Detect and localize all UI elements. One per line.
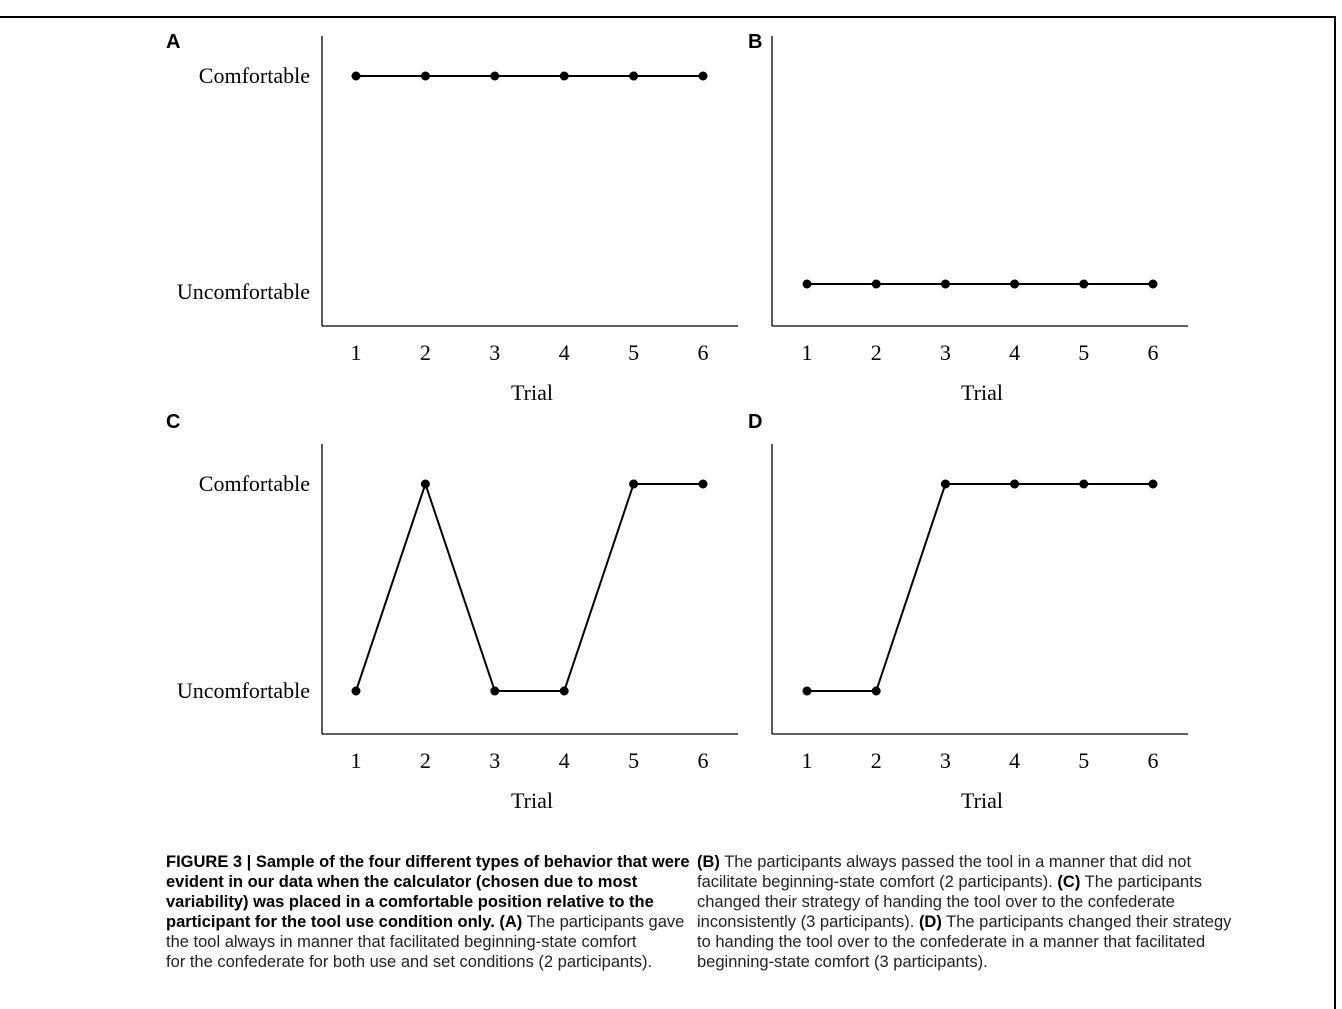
x-tick-label-c: 3 [489, 748, 500, 773]
data-point-a [420, 71, 430, 81]
caption-text: inconsistently (3 participants). [697, 913, 919, 931]
x-tick-label-d: 4 [1009, 748, 1020, 773]
caption-left-line: variability) was placed in a comfortable… [166, 892, 663, 912]
x-tick-label-a: 5 [628, 340, 639, 365]
x-tick-label-b: 1 [802, 340, 813, 365]
caption-bold-text: participant for the tool use condition o… [166, 913, 495, 931]
caption-bold-text: evident in our data when the calculator … [166, 873, 638, 891]
x-axis-label-d: Trial [961, 788, 1003, 813]
data-point-b [1010, 279, 1020, 289]
data-point-b [1148, 279, 1158, 289]
x-tick-label-a: 4 [559, 340, 570, 365]
caption-left-line: for the confederate for both use and set… [166, 952, 663, 972]
panel-letter-c: C [166, 411, 180, 433]
caption-right-line: beginning-state comfort (3 participants)… [697, 952, 1337, 972]
caption-right-line: inconsistently (3 participants). (D) The… [697, 912, 1337, 932]
x-tick-label-c: 6 [698, 748, 709, 773]
y-tick-label-comfortable-c: Comfortable [199, 471, 310, 496]
x-tick-label-d: 2 [871, 748, 882, 773]
data-point-a [490, 71, 500, 81]
x-tick-label-a: 1 [351, 340, 362, 365]
data-point-c [490, 686, 500, 696]
x-axis-label-b: Trial [961, 380, 1003, 405]
caption-bold-text: (C) [1057, 873, 1081, 891]
panel-letter-a: A [166, 31, 180, 53]
caption-left-line: FIGURE 3 | Sample of the four different … [166, 852, 690, 872]
data-point-a [629, 71, 639, 81]
charts-canvas: A Comfortable Uncomfortable 1 2 3 4 5 6 Trial B 1 2 3… [166, 31, 1188, 813]
x-tick-label-b: 6 [1148, 340, 1159, 365]
data-point-d [1010, 479, 1020, 489]
caption-left-line: evident in our data when the calculator … [166, 872, 663, 892]
panel-letter-b: B [748, 31, 762, 53]
y-tick-label-uncomfortable-c: Uncomfortable [177, 678, 310, 703]
figure-caption-right: (B) The participants always passed the t… [697, 852, 1337, 972]
caption-text: the tool always in manner that facilitat… [166, 933, 637, 951]
data-point-c [629, 479, 639, 489]
caption-bold-text: variability) was placed in a comfortable… [166, 893, 654, 911]
caption-bold-text: (D) [918, 913, 942, 931]
data-point-c [559, 686, 569, 696]
data-point-d [802, 686, 812, 696]
x-axis-label-a: Trial [511, 380, 553, 405]
caption-text: changed their strategy of handing the to… [697, 893, 1175, 911]
x-axis-label-c: Trial [511, 788, 553, 813]
y-tick-label-comfortable-a: Comfortable [199, 63, 310, 88]
data-point-c [351, 686, 361, 696]
data-point-b [871, 279, 881, 289]
caption-text: facilitate beginning-state comfort (2 pa… [697, 873, 1058, 891]
caption-bold-text: (B) [697, 853, 720, 871]
caption-bold-text: (A) [499, 913, 523, 931]
data-point-b [802, 279, 812, 289]
data-point-d [871, 686, 881, 696]
x-tick-label-b: 2 [871, 340, 882, 365]
data-point-a [698, 71, 708, 81]
data-point-d [1079, 479, 1089, 489]
x-tick-label-a: 2 [420, 340, 431, 365]
x-tick-label-d: 6 [1148, 748, 1159, 773]
x-tick-label-b: 4 [1009, 340, 1020, 365]
series-line-c [355, 480, 703, 692]
caption-text: The participants gave [522, 913, 685, 931]
caption-text: The participants changed their strategy [941, 913, 1232, 931]
caption-right-line: changed their strategy of handing the to… [697, 892, 1337, 912]
x-tick-label-b: 3 [940, 340, 951, 365]
data-point-b [1079, 279, 1089, 289]
data-point-a [559, 71, 569, 81]
data-point-c [698, 479, 708, 489]
data-point-d [1148, 479, 1158, 489]
caption-text: for the confederate for both use and set… [166, 953, 653, 971]
caption-left-line: the tool always in manner that facilitat… [166, 932, 663, 952]
data-point-c [420, 479, 430, 489]
x-tick-label-c: 4 [559, 748, 570, 773]
x-tick-label-c: 1 [351, 748, 362, 773]
caption-right-line: to handing the tool over to the confeder… [697, 932, 1337, 952]
figure-frame [0, 16, 1336, 1009]
x-tick-label-b: 5 [1078, 340, 1089, 365]
x-tick-label-a: 6 [698, 340, 709, 365]
x-tick-label-d: 3 [940, 748, 951, 773]
data-point-b [940, 279, 950, 289]
caption-right-line: facilitate beginning-state comfort (2 pa… [697, 872, 1337, 892]
x-tick-label-d: 1 [802, 748, 813, 773]
x-tick-label-a: 3 [489, 340, 500, 365]
data-point-d [940, 479, 950, 489]
x-tick-label-d: 5 [1078, 748, 1089, 773]
series-line-d [807, 483, 1153, 692]
caption-right-line: (B) The participants always passed the t… [697, 852, 1337, 872]
caption-left-line: participant for the tool use condition o… [166, 912, 684, 932]
data-point-a [351, 71, 361, 81]
x-tick-label-c: 5 [628, 748, 639, 773]
y-tick-label-uncomfortable-a: Uncomfortable [177, 279, 310, 304]
caption-text: to handing the tool over to the confeder… [697, 933, 1206, 951]
caption-text: The participants always passed the tool … [719, 853, 1192, 871]
x-tick-label-c: 2 [420, 748, 431, 773]
panel-letter-d: D [748, 411, 762, 433]
caption-text: The participants [1080, 873, 1203, 891]
figure-caption-left: FIGURE 3 | Sample of the four different … [166, 852, 690, 972]
caption-bold-text: FIGURE 3 | Sample of the four different … [166, 853, 690, 871]
caption-text: beginning-state comfort (3 participants)… [697, 953, 988, 971]
